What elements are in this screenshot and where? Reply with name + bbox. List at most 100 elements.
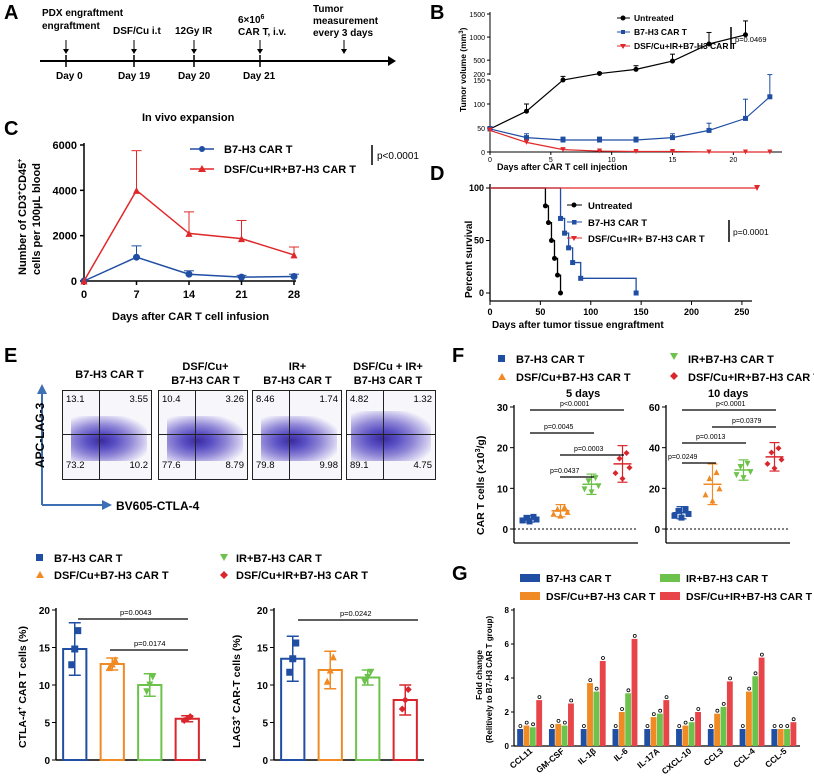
- bar-tick-label: 15: [39, 644, 51, 655]
- f-point: [592, 475, 599, 482]
- g-bar: [580, 729, 587, 746]
- b-point: [743, 32, 748, 38]
- panel-label-a: A: [4, 2, 19, 24]
- g-bar: [599, 661, 606, 746]
- f-legend-combo: DSF/Cu+IR+B7-H3 CAR T: [688, 372, 814, 384]
- e-legend-dsf: DSF/Cu+B7-H3 CAR T: [54, 570, 169, 582]
- d-legend-b7h3: B7-H3 CAR T: [588, 218, 647, 229]
- g-bar: [548, 729, 555, 746]
- flow-title-3: IR+ B7-H3 CAR T: [263, 361, 332, 387]
- b-series-line: [489, 129, 770, 153]
- day-label-19: Day 19: [118, 71, 151, 82]
- f-point: [619, 475, 626, 482]
- bar-point: [361, 678, 369, 686]
- b-point: [560, 147, 566, 153]
- c-xtick-label: 14: [183, 289, 196, 301]
- f-point: [744, 460, 751, 467]
- f-point: [623, 449, 630, 456]
- panel-label-e: E: [4, 345, 18, 367]
- b-legend-b7h3: B7-H3 CAR T: [634, 27, 688, 37]
- b-point: [560, 77, 566, 83]
- c-xtick-label: 21: [235, 289, 247, 301]
- f-point: [612, 470, 619, 477]
- d-xtick-label: 0: [487, 307, 492, 317]
- g-category-label: CCL-5: [763, 746, 789, 770]
- d-xtick-label: 200: [684, 307, 699, 317]
- g-tick-label: 8: [505, 606, 510, 615]
- bar-point: [143, 688, 151, 696]
- g-bar: [650, 717, 657, 746]
- event-label-cart-2: CAR T, i.v.: [238, 27, 286, 38]
- bar-tick-label: 5: [262, 719, 268, 730]
- bar-point: [323, 677, 331, 685]
- g-bar: [587, 683, 593, 746]
- bar-point: [71, 645, 79, 653]
- ctla4-ylabel: CTLA-4+ CAR T cells (%): [17, 626, 29, 748]
- bar-point: [286, 668, 294, 676]
- b-ylabel: Tumor volume (mm3): [458, 27, 468, 112]
- b-xtick-label: 15: [669, 157, 677, 164]
- f-point: [585, 478, 592, 485]
- b-tick-label: 1500: [469, 12, 485, 19]
- timeline-arrowhead: [388, 56, 396, 66]
- g-bar: [618, 712, 625, 746]
- c-tick-label: 0: [71, 276, 77, 288]
- e-legend-combo: DSF/Cu+IR+B7-H3 CAR T: [236, 570, 368, 582]
- b-xtick-label: 10: [608, 157, 616, 164]
- g-point: [537, 695, 542, 700]
- b-point: [633, 149, 639, 155]
- f-tick-label: 0: [502, 525, 508, 536]
- bar-point: [105, 664, 113, 672]
- d-event-marker: [578, 275, 584, 281]
- g-bar: [714, 713, 721, 746]
- g-point: [550, 724, 555, 728]
- g-bar: [682, 725, 689, 746]
- g-bar: [790, 722, 797, 746]
- g-bar: [739, 729, 746, 746]
- day-label-20: Day 20: [178, 71, 211, 82]
- c-point: [133, 186, 140, 194]
- g-category-label: CCL11: [508, 746, 535, 771]
- f-legend-ir: IR+B7-H3 CAR T: [688, 354, 774, 366]
- b-xtick-label: 0: [488, 157, 492, 164]
- bar-point: [68, 661, 76, 669]
- b-point: [487, 127, 493, 133]
- b-legend-combo: DSF/Cu+IR+B7-H3 CAR T: [634, 41, 737, 51]
- tumor-volume-chart: Tumor volume (mm3) 150010005002001501005…: [458, 12, 782, 172]
- flow-plot-2: 10.4 3.26 77.6 8.79: [158, 390, 248, 480]
- f-point: [706, 475, 713, 482]
- f-tick-label: 20: [649, 484, 661, 495]
- g-bar: [593, 691, 600, 746]
- g-bar: [523, 725, 530, 746]
- lag3-ylabel: LAG3+ CAR-T cells (%): [231, 635, 243, 748]
- b-point: [597, 71, 602, 77]
- bar-2: [355, 676, 381, 761]
- g-point: [645, 724, 650, 728]
- survival-chart: Percent survival 100 50 00 50 100 150 200 250 D…: [464, 183, 769, 331]
- g-point: [531, 722, 535, 727]
- panel-label-c: C: [4, 118, 19, 140]
- bar-point: [398, 705, 406, 713]
- g-bar: [676, 729, 682, 746]
- bar-point: [149, 673, 157, 681]
- g-point: [632, 634, 637, 638]
- d-event-marker: [551, 255, 557, 261]
- g-point: [696, 707, 701, 711]
- event-label-tumor-2: measurement: [313, 16, 379, 27]
- g-bar: [745, 691, 752, 746]
- g-bar: [555, 723, 562, 746]
- g-point: [626, 688, 631, 693]
- g-bar: [752, 676, 759, 746]
- d-event-marker: [754, 185, 761, 191]
- event-label-tumor-3: every 3 days: [313, 28, 373, 39]
- f-point: [778, 456, 785, 463]
- f-point: [702, 491, 709, 498]
- g-point: [582, 724, 586, 728]
- g-bar: [529, 727, 536, 746]
- g-point: [747, 686, 752, 691]
- b-tick-label: 200: [473, 72, 485, 79]
- bar-tick-label: 20: [257, 606, 269, 617]
- g-bar: [663, 700, 670, 746]
- f-ylabel: CAR T cells (×103/g): [475, 436, 487, 535]
- ctla4-pval-2: p=0.0174: [134, 639, 166, 648]
